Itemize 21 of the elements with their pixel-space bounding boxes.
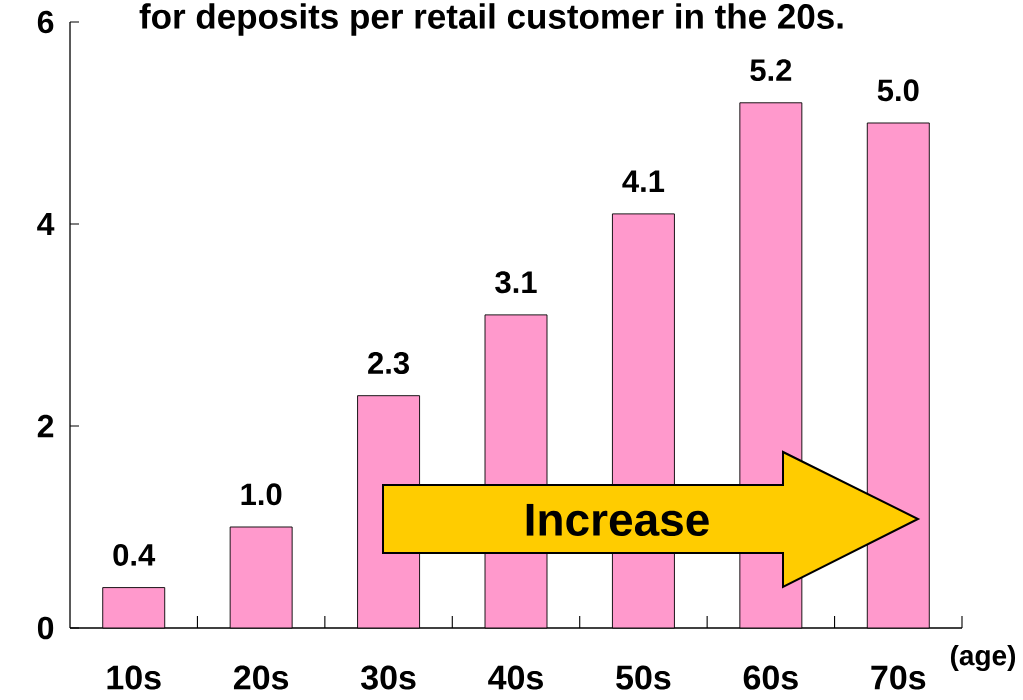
data-label: 3.1 — [495, 271, 537, 294]
x-tick-label: 60s — [743, 665, 798, 690]
data-label: 4.1 — [622, 170, 665, 192]
data-label: 2.3 — [368, 352, 409, 375]
x-axis-title: (age) — [950, 644, 1016, 672]
data-label: 5.0 — [877, 79, 919, 102]
annotation: Increase — [526, 503, 709, 537]
x-tick-label: 70s — [871, 665, 926, 690]
x-tick-label: 20s — [233, 665, 289, 690]
y-tick-label: 0 — [37, 616, 54, 640]
x-tick-label: 30s — [361, 665, 416, 690]
x-tick-label: 10s — [107, 665, 161, 690]
chart-title: for deposits per retail customer in the 20s. — [139, 3, 843, 36]
y-tick-label: 4 — [37, 212, 55, 235]
data-label: 1.0 — [241, 483, 282, 506]
data-label: 5.2 — [750, 59, 792, 82]
y-tick-label: 2 — [37, 414, 54, 438]
data-label: 0.4 — [113, 543, 156, 566]
y-tick-label: 6 — [37, 10, 54, 34]
x-tick-label: 40s — [488, 665, 543, 690]
x-tick-label: 50s — [616, 665, 671, 690]
